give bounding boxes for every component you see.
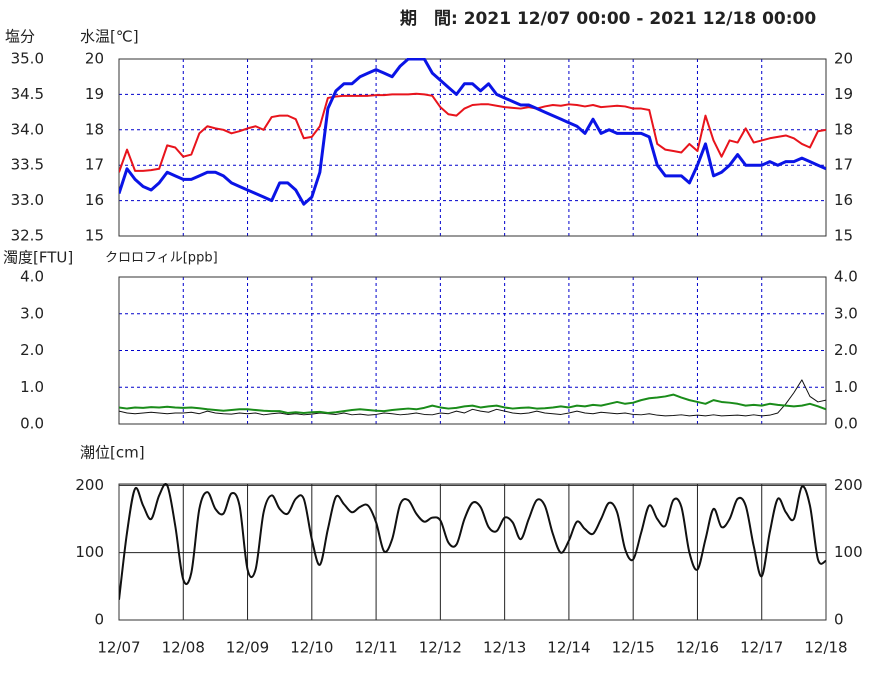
y-tick-label: 3.0 (20, 304, 44, 322)
y2-tick-label: 20 (85, 50, 104, 68)
y-tick-label: 2.0 (20, 341, 44, 359)
y2-tick-label: 15 (85, 227, 104, 245)
x-tick-label: 12/07 (97, 639, 140, 657)
y-tick-label: 0.0 (20, 415, 44, 433)
x-tick-label: 12/16 (676, 639, 719, 657)
y-axis-title: 濁度[FTU] (3, 249, 73, 267)
plot-frame (118, 276, 827, 425)
x-tick-label: 12/10 (290, 639, 333, 657)
series-line (119, 92, 826, 173)
series-line (119, 58, 826, 206)
y-tick-label: 34.0 (11, 120, 44, 138)
y-tick-label: 34.5 (11, 85, 44, 103)
y2-tick-label: 20 (834, 50, 853, 68)
y-tick-label: 33.0 (11, 191, 44, 209)
y-tick-label: 3.0 (834, 304, 858, 322)
plot-frame (118, 58, 827, 237)
series-line (119, 483, 826, 600)
y-tick-label: 33.5 (11, 156, 44, 174)
y-tick-label: 32.5 (11, 227, 44, 245)
y-tick-label: 1.0 (834, 378, 858, 396)
y-axis-title: 塩分 (5, 28, 35, 46)
y2-tick-label: 18 (834, 120, 853, 138)
y-tick-label: 0 (94, 611, 104, 629)
x-tick-label: 12/15 (612, 639, 655, 657)
y-tick-label: 4.0 (834, 268, 858, 286)
series-line (119, 393, 826, 414)
y-tick-label: 0.0 (834, 415, 858, 433)
y-tick-label: 0 (834, 611, 844, 629)
y2-tick-label: 16 (834, 191, 853, 209)
x-tick-label: 12/09 (226, 639, 269, 657)
y-tick-label: 200 (75, 476, 104, 494)
series-line (119, 379, 826, 417)
x-tick-label: 12/18 (804, 639, 847, 657)
x-tick-label: 12/08 (162, 639, 205, 657)
x-tick-label: 12/17 (740, 639, 783, 657)
y2-tick-label: 16 (85, 191, 104, 209)
y-axis-title: 潮位[cm] (80, 444, 145, 462)
x-tick-label: 12/12 (419, 639, 462, 657)
y-tick-label: 100 (75, 543, 104, 561)
y2-tick-label: 15 (834, 227, 853, 245)
y2-tick-label: 18 (85, 120, 104, 138)
x-tick-label: 12/11 (354, 639, 397, 657)
y2-tick-label: 17 (85, 156, 104, 174)
y2-tick-label: 17 (834, 156, 853, 174)
period-title: 期 間: 2021 12/07 00:00 - 2021 12/18 00:00 (400, 9, 816, 29)
y-tick-label: 100 (834, 543, 863, 561)
y2-tick-label: 19 (85, 85, 104, 103)
y-tick-label: 2.0 (834, 341, 858, 359)
y-tick-label: 1.0 (20, 378, 44, 396)
y2-axis-title: 水温[℃] (80, 28, 139, 46)
y-tick-label: 200 (834, 476, 863, 494)
x-tick-label: 12/13 (483, 639, 526, 657)
y-tick-label: 35.0 (11, 50, 44, 68)
y2-tick-label: 19 (834, 85, 853, 103)
y-tick-label: 4.0 (20, 268, 44, 286)
plot-frame (118, 483, 827, 621)
y2-axis-title: クロロフィル[ppb] (105, 251, 218, 266)
x-tick-label: 12/14 (547, 639, 590, 657)
